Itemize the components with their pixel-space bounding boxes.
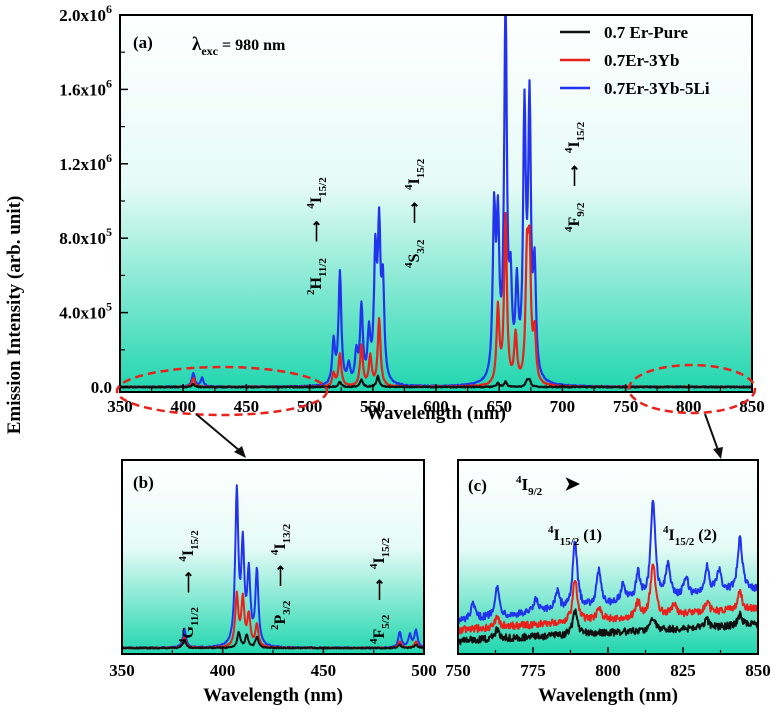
c-xtick-label: 750 — [445, 661, 471, 680]
zoom-arrowhead-right — [713, 447, 723, 459]
a-xtick-label: 800 — [676, 397, 702, 416]
a-xtick-label: 850 — [739, 397, 765, 416]
svg-text:2H11/2 ⟶4I15/2: 2H11/2 ⟶4I15/2 — [305, 177, 329, 295]
lambda-value: = 980 nm — [218, 37, 286, 54]
zoom-indicators — [115, 363, 757, 459]
transition-annotation-g11-i15: 4G11/2 ⟶4I15/2 — [177, 530, 201, 644]
svg-text:4F5/2 ⟶4I15/2: 4F5/2 ⟶4I15/2 — [368, 537, 392, 644]
a-xtick-label: 600 — [423, 397, 449, 416]
panel-c: 750 775 800 825 850 (c) 4I9/2 ➤ 4I15/2 (1) 4I1… — [445, 459, 771, 706]
a-ytick-label: 2.0x106 — [59, 2, 112, 25]
b-xtick-label: 450 — [311, 661, 337, 680]
panel-c-header-annotation: 4I9/2 ➤ — [516, 474, 580, 498]
panel-b-xlabel: Wavelength (nm) — [203, 685, 343, 706]
lambda-subscript: exc — [201, 44, 218, 58]
a-ytick-label: 8.0x105 — [59, 225, 112, 248]
transition-annotation-p3-i13: 2P3/2 ⟶4I13/2 — [269, 523, 293, 630]
transition-annotation-f5-i15: 4F5/2 ⟶4I15/2 — [368, 537, 392, 644]
a-xtick-label: 650 — [486, 397, 512, 416]
panel-a-background — [120, 15, 752, 392]
transition-annotation-h11-i15: 2H11/2 ⟶4I15/2 — [305, 177, 329, 295]
c-series-line-er-pure — [458, 608, 758, 646]
excitation-annotation: λexc = 980 nm — [192, 34, 286, 58]
zoom-arrowhead-left — [234, 446, 246, 458]
c-xtick-label: 825 — [670, 661, 696, 680]
c-series-line-er-3yb-5li — [458, 499, 758, 625]
panel-b-background — [122, 460, 424, 654]
svg-text:4S3/2 ⟶4I15/2: 4S3/2 ⟶4I15/2 — [403, 158, 427, 268]
legend-label-er-3yb: 0.7Er-3Yb — [604, 51, 679, 70]
panel-a-label: (a) — [133, 33, 153, 52]
a-ytick-label: 0.0 — [91, 378, 112, 397]
zoom-arrow-right — [704, 413, 719, 451]
lambda-symbol: λ — [192, 34, 202, 55]
c-xtick-label: 775 — [520, 661, 546, 680]
legend-label-er-3yb-5li: 0.7Er-3Yb-5Li — [604, 79, 710, 98]
svg-text:4G11/2 ⟶4I15/2: 4G11/2 ⟶4I15/2 — [177, 530, 201, 644]
zoom-ellipse-left — [115, 365, 329, 417]
legend: 0.7 Er-Pure 0.7Er-3Yb 0.7Er-3Yb-5Li — [560, 23, 710, 98]
a-xtick-label: 400 — [170, 397, 196, 416]
zoom-ellipse-right — [627, 363, 757, 415]
panel-b-label: (b) — [133, 473, 154, 492]
panel-a: 350 400 450 500 550 600 650 700 750 800 8500.04.0x… — [4, 2, 765, 435]
a-ytick-label: 4.0x105 — [59, 300, 112, 323]
legend-label-er-pure: 0.7 Er-Pure — [604, 23, 688, 42]
a-ytick-label: 1.6x106 — [59, 76, 112, 99]
transition-annotation-f9-i15: 4F9/2 ⟶4I15/2 — [563, 121, 587, 232]
panel-c-label: (c) — [468, 476, 487, 495]
b-xtick-label: 400 — [210, 661, 236, 680]
svg-text:2P3/2 ⟶4I13/2: 2P3/2 ⟶4I13/2 — [269, 523, 293, 630]
a-ytick-label: 1.2x106 — [59, 151, 112, 174]
y-axis-label: Emission Intensity (arb. unit) — [4, 196, 25, 435]
c-xtick-label: 850 — [745, 661, 771, 680]
a-xtick-label: 550 — [360, 397, 386, 416]
a-xtick-label: 350 — [107, 397, 133, 416]
b-xtick-label: 500 — [411, 661, 437, 680]
b-xtick-label: 350 — [109, 661, 135, 680]
c-xtick-label: 800 — [595, 661, 621, 680]
panel-b: 350 400 450 500 (b) 4G11/2 ⟶4I15/2 2P3/2 ⟶4… — [109, 459, 437, 706]
a-xtick-label: 450 — [234, 397, 260, 416]
label-i15-1: 4I15/2 (1) — [548, 524, 602, 548]
a-xtick-label: 750 — [613, 397, 639, 416]
label-i15-2: 4I15/2 (2) — [663, 524, 717, 548]
zoom-arrow-left — [195, 413, 241, 452]
panel-c-xlabel: Wavelength (nm) — [538, 685, 678, 706]
svg-text:4F9/2 ⟶4I15/2: 4F9/2 ⟶4I15/2 — [563, 121, 587, 232]
panel-a-xlabel: Wavelength (nm) — [366, 403, 506, 424]
transition-annotation-s3-i15: 4S3/2 ⟶4I15/2 — [403, 158, 427, 268]
b-series-line-er-pure — [122, 630, 424, 650]
c-series-line-er-3yb — [458, 563, 758, 635]
a-xtick-label: 700 — [550, 397, 576, 416]
